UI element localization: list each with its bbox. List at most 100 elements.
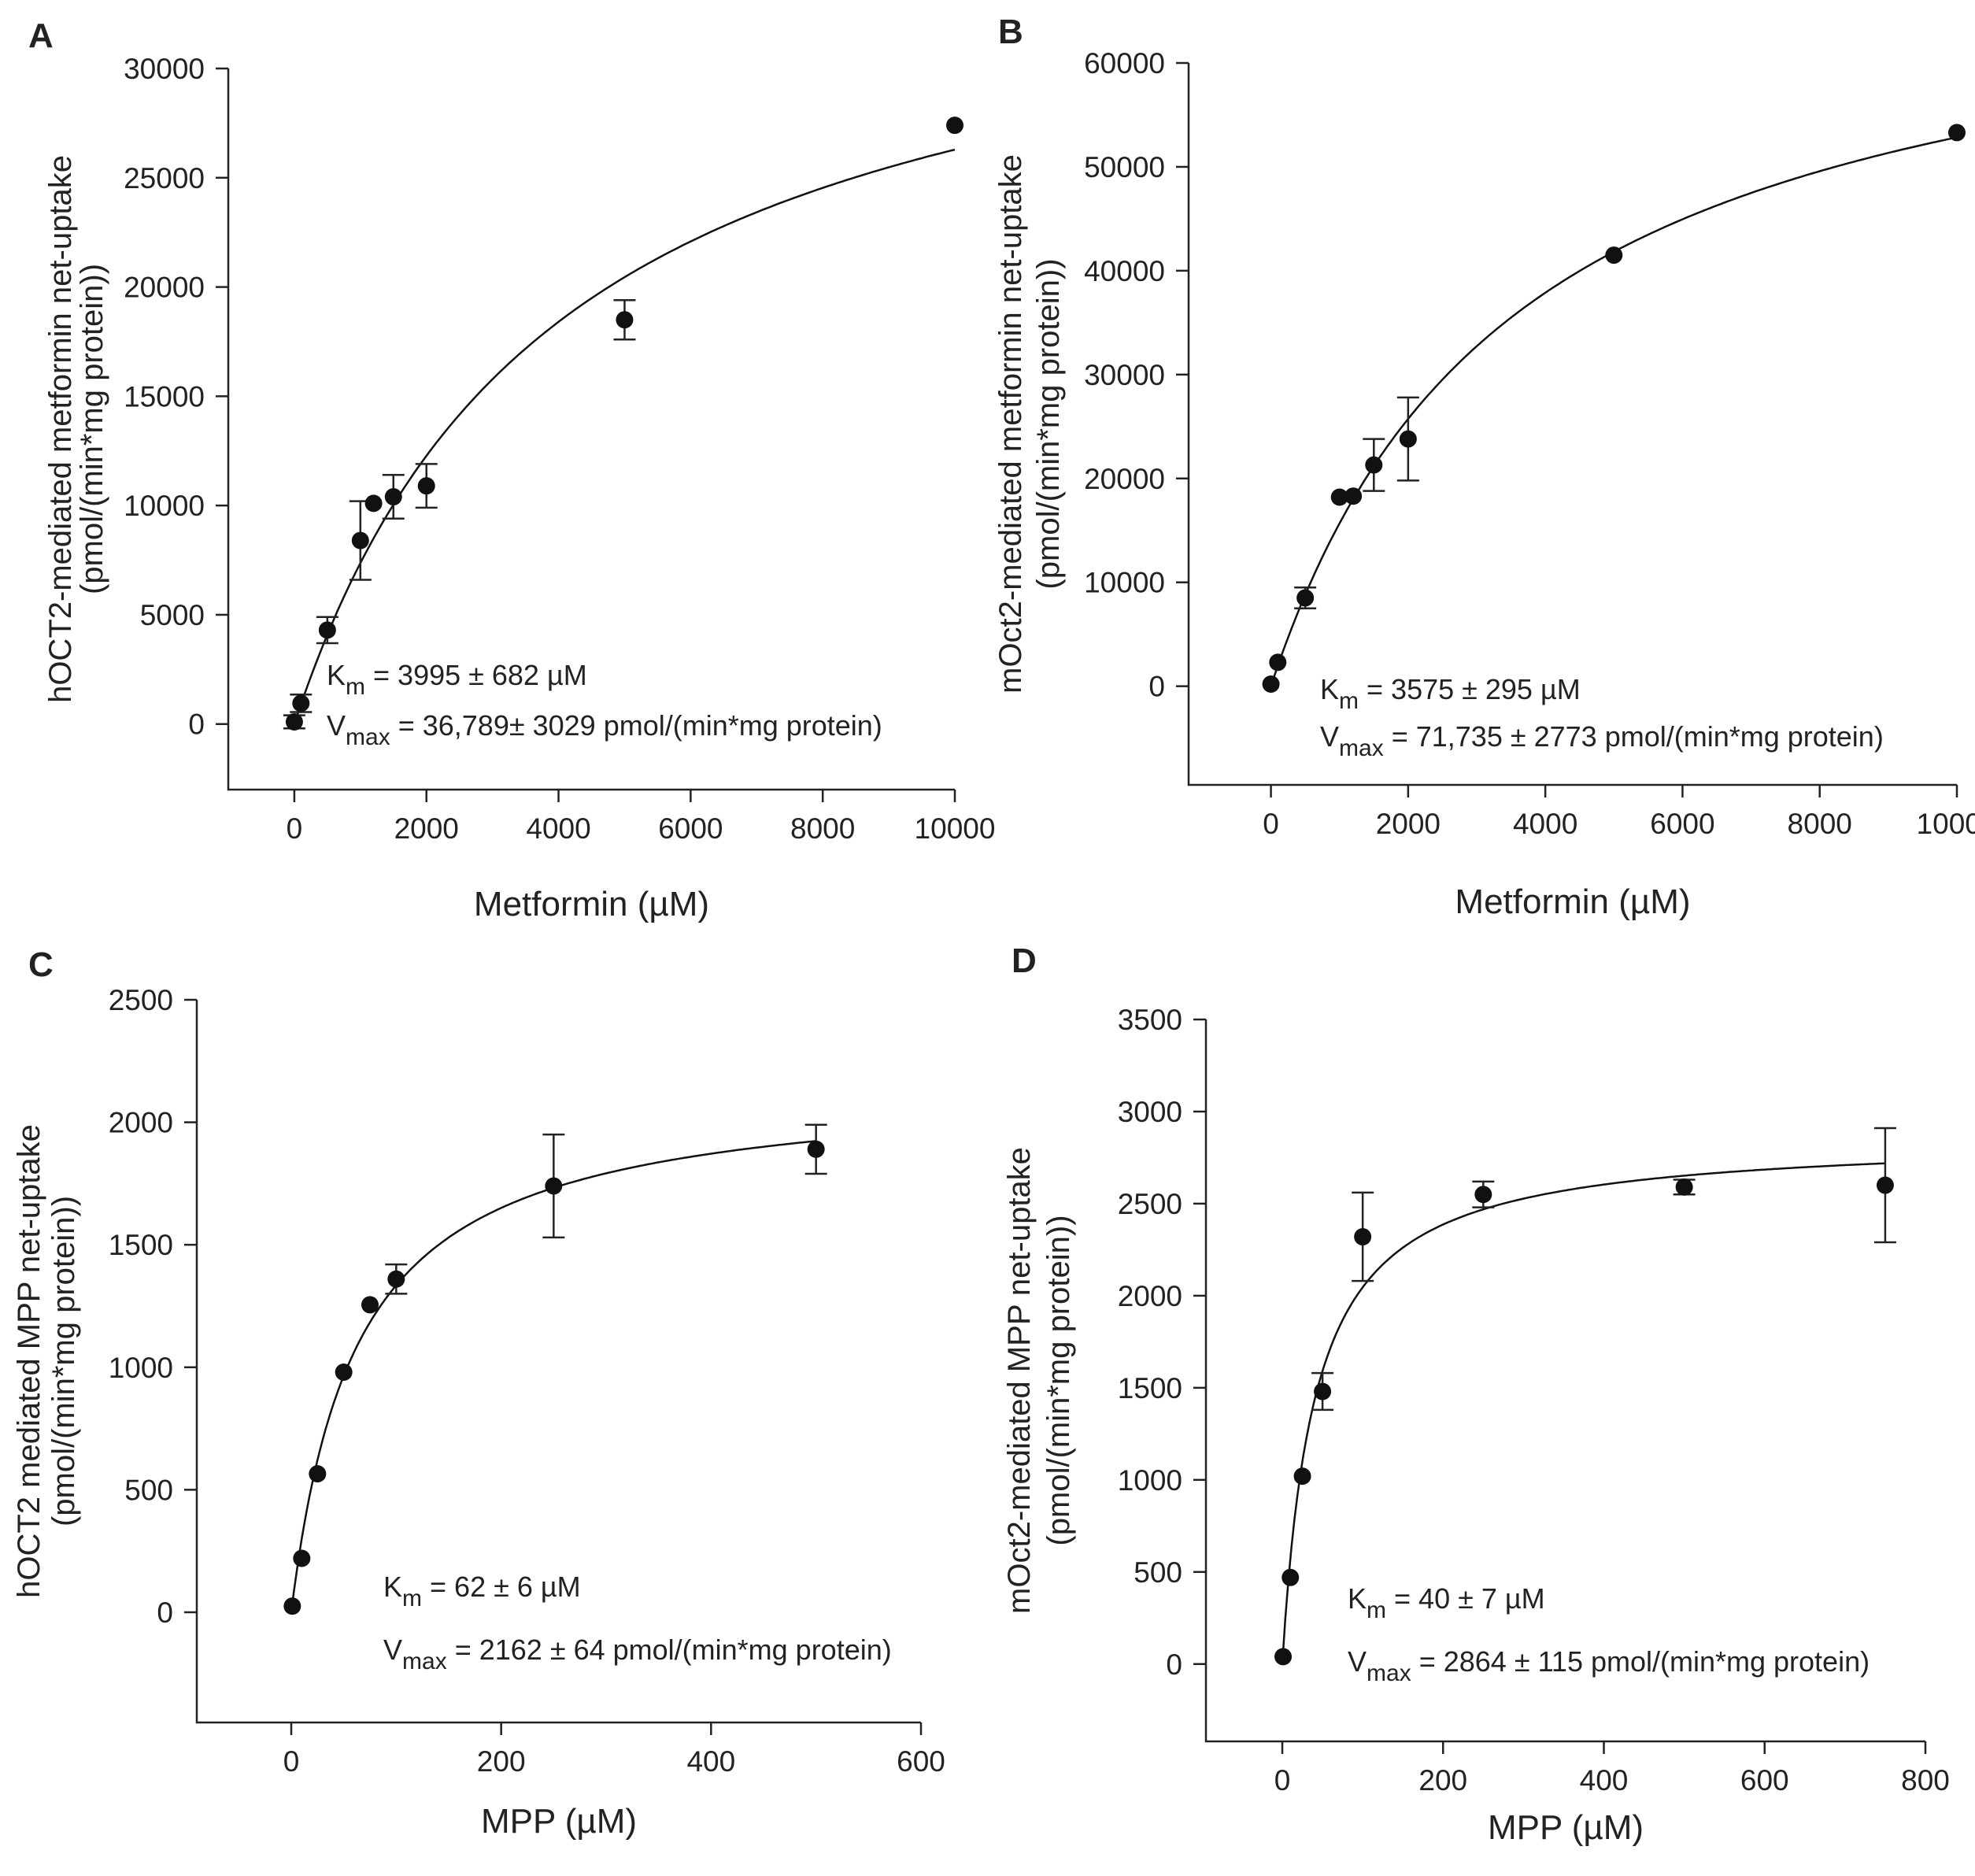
- data-point: [1675, 1178, 1693, 1196]
- y-axis-title-line-2: (pmol/(min*mg protein)): [46, 1196, 81, 1526]
- axes: [195, 1000, 921, 1724]
- x-tick-label: 6000: [658, 812, 723, 845]
- fit-curve: [1281, 1162, 1885, 1664]
- x-tick-label: 0: [1274, 1764, 1291, 1796]
- y-tick-label: 0: [1148, 671, 1165, 703]
- panel-letter: C: [28, 945, 54, 984]
- y-tick-label: 20000: [1084, 463, 1165, 495]
- y-tick-label: 30000: [1084, 359, 1165, 391]
- data-point: [1474, 1186, 1492, 1204]
- data-point: [1354, 1228, 1372, 1246]
- data-point: [384, 488, 402, 506]
- y-tick-label: 20000: [124, 272, 205, 304]
- panel-a: A 0 5000 10000 15000 20000 25000 30000 0 2000 4000…: [28, 17, 995, 923]
- x-tick-label: 10000: [915, 812, 996, 845]
- km-annotation: Km = 40 ± 7 µM: [1348, 1582, 1545, 1623]
- vmax-annotation: Vmax = 71,735 ± 2773 pmol/(min*mg protei…: [1320, 720, 1884, 761]
- y-tick-label: 3500: [1118, 1004, 1182, 1036]
- y-tick-label: 25000: [124, 162, 205, 194]
- y-tick-label: 0: [157, 1597, 173, 1629]
- y-tick-label: 1000: [1118, 1464, 1182, 1497]
- axes: [1187, 63, 1957, 786]
- y-tick-label: 1000: [109, 1352, 173, 1384]
- x-tick-label: 0: [287, 812, 303, 845]
- data-point: [318, 621, 336, 639]
- vmax-annotation: Vmax = 2162 ± 64 pmol/(min*mg protein): [383, 1634, 892, 1674]
- x-tick-label: 0: [283, 1745, 300, 1778]
- data-point: [361, 1296, 379, 1314]
- x-tick-label: 10000: [1917, 808, 1975, 840]
- y-tick-label: 40000: [1084, 255, 1165, 287]
- data-point: [293, 1549, 311, 1567]
- data-point: [616, 311, 634, 329]
- y-axis-title-line-2: (pmol/(min*mg protein)): [1041, 1215, 1076, 1545]
- x-tick-label: 4000: [1513, 808, 1577, 840]
- data-point: [351, 531, 369, 549]
- y-tick-label: 2500: [109, 984, 173, 1016]
- data-point: [1269, 653, 1287, 672]
- panel-letter: A: [28, 17, 54, 55]
- fit-curve: [293, 148, 956, 725]
- fit-curve: [1270, 136, 1958, 687]
- y-axis-title-line-1: hOCT2-mediated metformin net-uptake: [43, 155, 78, 703]
- data-point: [283, 1597, 301, 1615]
- y-tick-label: 2500: [1118, 1188, 1182, 1220]
- x-tick-label: 800: [1901, 1764, 1950, 1796]
- panel-letter: D: [1012, 942, 1037, 980]
- vmax-annotation: Vmax = 2864 ± 115 pmol/(min*mg protein): [1348, 1645, 1870, 1686]
- panel-d: D 0 500 1000 1500 2000 2500 3000 3500 0 200 400 600 8…: [1002, 942, 1950, 1847]
- y-tick-label: 5000: [140, 599, 205, 631]
- panel-c: C 0 500 1000 1500 2000 2500 0 200 400 600 MPP (µM) h…: [12, 945, 945, 1841]
- data-point: [292, 694, 310, 712]
- x-tick-label: 8000: [1788, 808, 1852, 840]
- data-point: [285, 712, 303, 731]
- y-tick-label: 1500: [109, 1229, 173, 1261]
- data-point: [1293, 1467, 1311, 1486]
- axes: [227, 68, 955, 791]
- data-point: [417, 477, 435, 495]
- y-tick-label: 2000: [1118, 1280, 1182, 1312]
- x-axis-title: MPP (µM): [481, 1802, 637, 1841]
- x-tick-label: 200: [1418, 1764, 1467, 1796]
- data-point: [1314, 1382, 1332, 1401]
- data-point: [364, 494, 383, 512]
- data-point: [1876, 1176, 1894, 1194]
- y-tick-label: 30000: [124, 53, 205, 85]
- y-tick-label: 3000: [1118, 1096, 1182, 1128]
- x-tick-label: 0: [1263, 808, 1279, 840]
- x-tick-label: 400: [1580, 1764, 1629, 1796]
- y-tick-label: 500: [124, 1474, 173, 1506]
- y-axis-title-line-1: mOct2-mediated MPP net-uptake: [1002, 1147, 1037, 1614]
- panel-letter: B: [998, 13, 1023, 51]
- x-tick-label: 2000: [1376, 808, 1441, 840]
- km-annotation: Km = 62 ± 6 µM: [383, 1571, 581, 1611]
- x-axis-title: MPP (µM): [1488, 1808, 1644, 1847]
- y-tick-label: 50000: [1084, 151, 1165, 183]
- km-annotation: Km = 3575 ± 295 µM: [1320, 673, 1581, 714]
- x-axis-title: Metformin (µM): [474, 885, 709, 923]
- y-axis-title-line-1: mOct2-mediated metformin net-uptake: [993, 154, 1028, 694]
- data-point: [1282, 1568, 1300, 1586]
- data-point: [1365, 456, 1383, 474]
- x-axis-title: Metformin (µM): [1455, 882, 1690, 921]
- x-tick-label: 2000: [394, 812, 459, 845]
- x-tick-label: 4000: [526, 812, 590, 845]
- x-tick-label: 6000: [1650, 808, 1714, 840]
- y-tick-label: 60000: [1084, 47, 1165, 80]
- y-tick-label: 0: [188, 709, 205, 741]
- data-point: [309, 1465, 327, 1483]
- y-tick-label: 500: [1134, 1556, 1182, 1589]
- data-point: [1948, 124, 1966, 142]
- km-annotation: Km = 3995 ± 682 µM: [327, 659, 587, 700]
- data-point: [946, 117, 963, 135]
- data-point: [1399, 430, 1417, 448]
- data-point: [1296, 589, 1315, 607]
- data-point: [1605, 246, 1623, 265]
- y-tick-label: 1500: [1118, 1372, 1182, 1404]
- y-tick-label: 15000: [124, 380, 205, 413]
- data-point: [545, 1177, 563, 1195]
- x-tick-label: 400: [686, 1745, 735, 1778]
- y-axis-title-line-1: hOCT2 mediated MPP net-uptake: [12, 1124, 46, 1598]
- axes: [1204, 1019, 1925, 1743]
